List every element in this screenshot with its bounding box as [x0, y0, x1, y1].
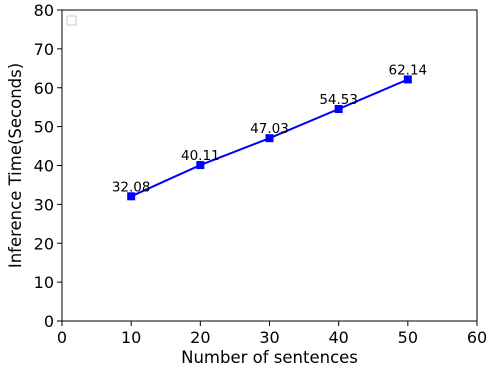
data-point-label: 54.53	[319, 92, 358, 108]
y-axis-ticks: 0 10 20 30 40 50 60 70 80	[34, 1, 62, 331]
legend	[66, 15, 77, 26]
data-point-label: 47.03	[250, 121, 289, 137]
plot-area	[62, 10, 477, 321]
y-tick-label: 10	[34, 273, 54, 292]
data-point-marker	[334, 105, 343, 114]
y-tick-label: 30	[34, 195, 54, 214]
x-tick-label: 40	[328, 328, 348, 347]
y-tick-label: 80	[34, 1, 54, 20]
data-point-label: 62.14	[389, 62, 428, 78]
x-tick-label: 50	[398, 328, 418, 347]
x-tick-label: 20	[190, 328, 210, 347]
y-tick-label: 0	[44, 312, 54, 331]
legend-swatch	[66, 15, 77, 26]
y-tick-label: 40	[34, 157, 54, 176]
x-tick-label: 30	[259, 328, 279, 347]
x-tick-label: 60	[467, 328, 487, 347]
y-tick-label: 20	[34, 234, 54, 253]
y-tick-label: 60	[34, 79, 54, 98]
y-tick-label: 50	[34, 118, 54, 137]
x-axis-label: Number of sentences	[181, 348, 358, 367]
data-point-label: 32.08	[112, 179, 151, 195]
y-tick-label: 70	[34, 40, 54, 59]
y-axis-label: Inference Time(Seconds)	[6, 63, 25, 268]
plot-frame	[61, 9, 478, 322]
data-point-marker	[403, 75, 412, 84]
data-point-marker	[196, 161, 205, 170]
data-labels: 32.08 40.11 47.03 54.53 62.14	[112, 62, 427, 195]
series-layer	[127, 75, 412, 201]
data-point-label: 40.11	[181, 148, 220, 164]
x-axis-ticks: 0 10 20 30 40 50 60	[57, 321, 487, 347]
data-point-marker	[265, 134, 274, 143]
data-point-marker	[127, 192, 136, 201]
x-tick-label: 0	[57, 328, 67, 347]
x-tick-label: 10	[121, 328, 141, 347]
